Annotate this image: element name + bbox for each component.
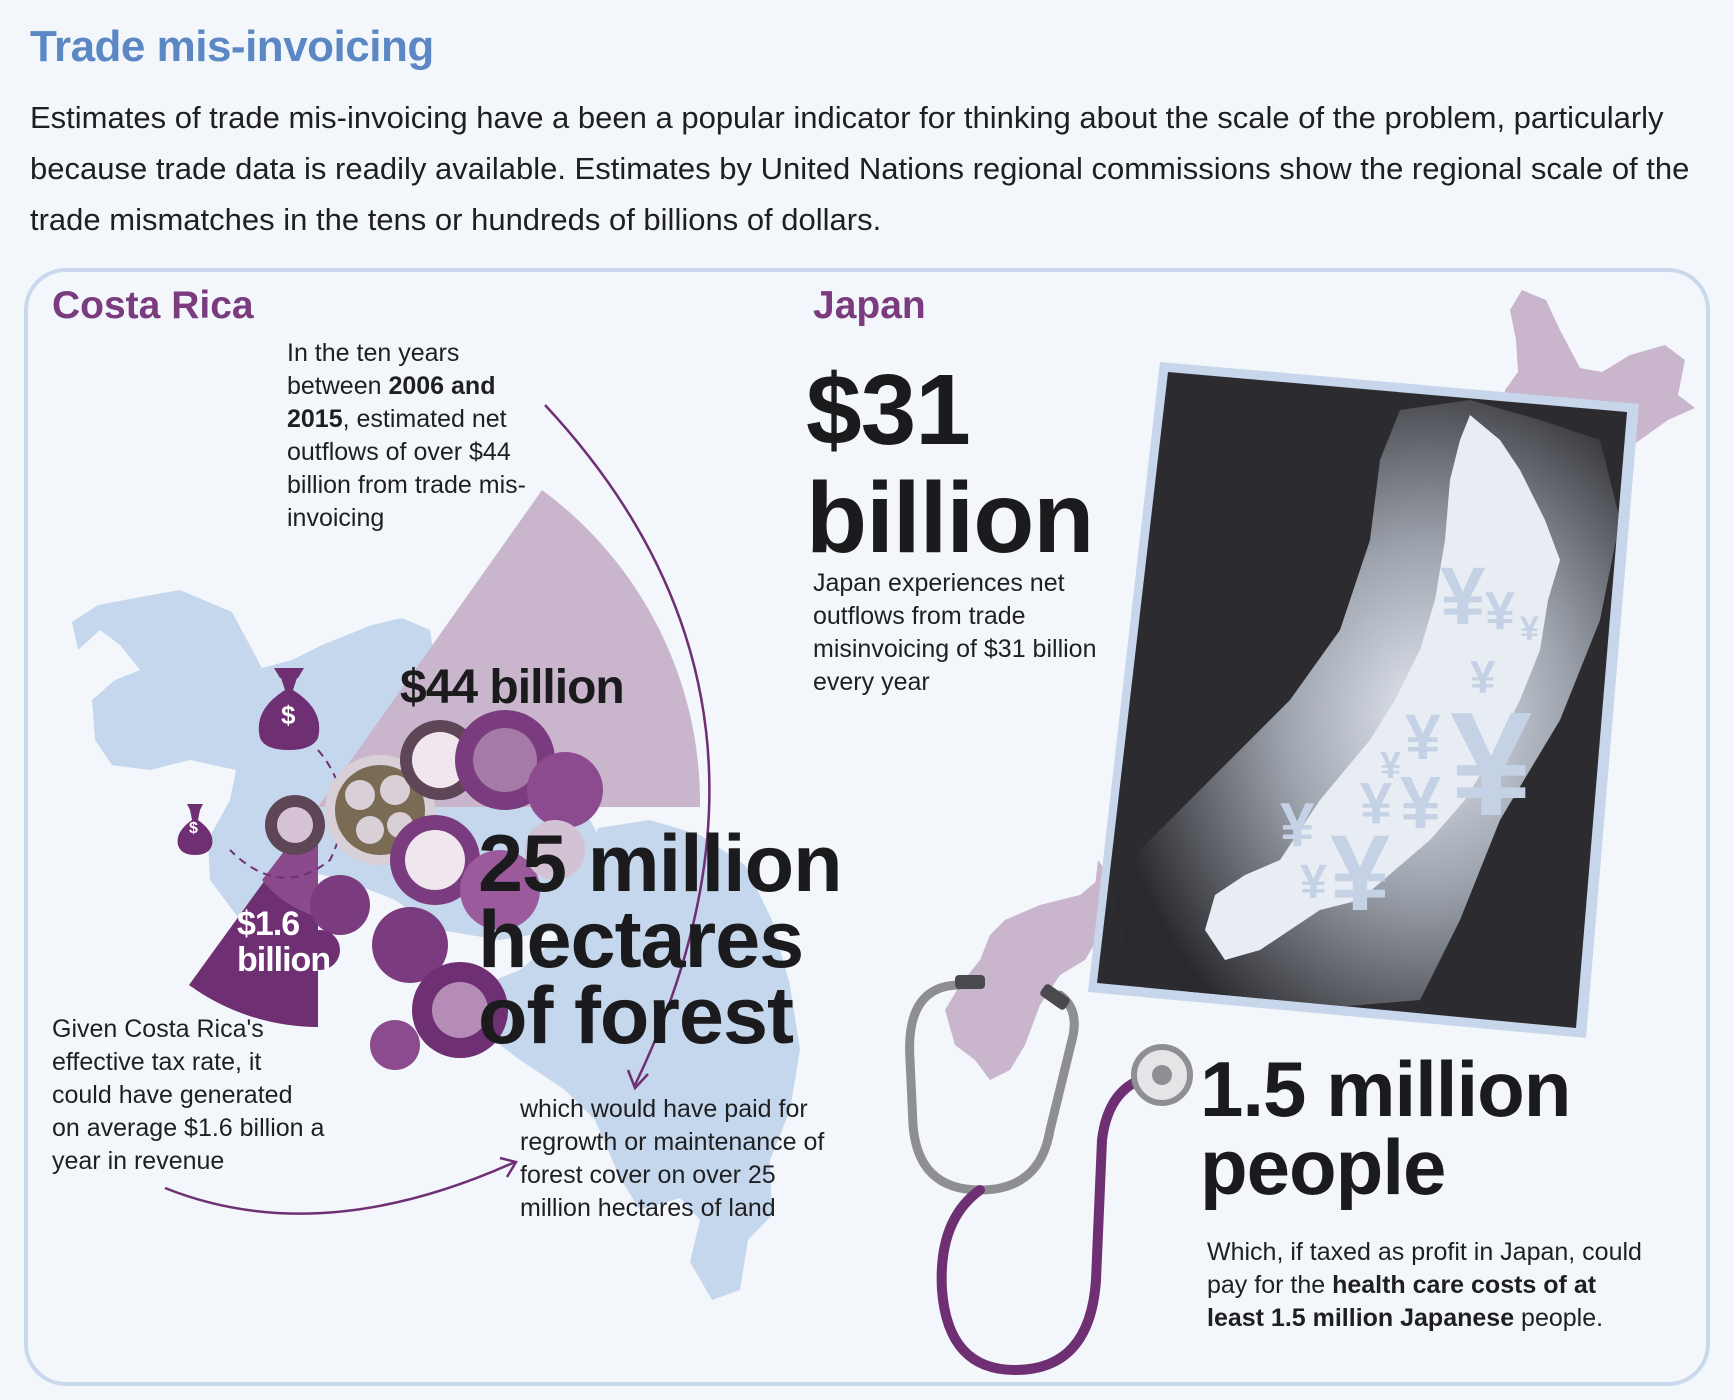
japan-people-note: Which, if taxed as profit in Japan, coul… (1207, 1236, 1647, 1335)
japan-heading: Japan (813, 284, 926, 327)
forest-big-line1: 25 million (478, 819, 843, 909)
japan-big-line1: $31 (806, 354, 971, 466)
outflow-value-label: $44 billion (400, 661, 625, 714)
japan-outflow-big: $31 billion (806, 354, 1094, 574)
yen-icon: ¥ (1300, 856, 1327, 909)
forest-big-line2: hectares (478, 895, 804, 985)
yen-icon: ¥ (1280, 791, 1315, 860)
yen-icon: ¥ (1470, 651, 1496, 703)
costa-rica-land-south (470, 820, 800, 1300)
people-note-text-end: people. (1514, 1304, 1604, 1332)
japan-people-big: 1.5 million people (1200, 1045, 1571, 1211)
arrow-icon (164, 1160, 516, 1215)
japan-big-line2: billion (806, 462, 1094, 574)
yen-icon: ¥ (1485, 581, 1516, 641)
yen-icon: ¥ (1360, 771, 1393, 836)
arrow-icon (544, 404, 711, 1086)
money-bag-icon (258, 668, 320, 750)
japan-outflow-note: Japan experiences net outflows from trad… (813, 569, 1097, 696)
outflow-note-text: In the ten years between (287, 339, 460, 400)
people-note-bold: health care costs of at least 1.5 millio… (1207, 1271, 1597, 1332)
yen-icon: ¥ (1450, 682, 1533, 847)
japan-honshu-land (1205, 415, 1560, 960)
revenue-value-label: $1.6 billion (237, 905, 331, 979)
flower-icon (265, 710, 603, 1070)
forest-big-line3: of forest (478, 971, 794, 1061)
japan-people-line2: people (1200, 1123, 1446, 1211)
money-bag-icon (177, 804, 213, 855)
yen-icon: ¥ (1400, 761, 1442, 844)
tax-note: Given Costa Rica's effective tax rate, i… (52, 1015, 325, 1175)
costa-rica-outflow-note: In the ten years between 2006 and 2015, … (287, 337, 547, 535)
yen-icon: ¥ (1405, 701, 1441, 773)
forest-big-label: 25 million hectares of forest (478, 819, 843, 1061)
yen-icon: ¥ (1380, 745, 1402, 787)
japan-kyushu (945, 880, 1100, 1080)
outflow-note-years: 2006 and 2015 (287, 372, 496, 433)
people-note-text: Which, if taxed as profit in Japan, coul… (1207, 1238, 1642, 1299)
japan-people-line1: 1.5 million (1200, 1045, 1571, 1133)
revenue-value-line1: $1.6 (237, 905, 300, 943)
intro-paragraph: Estimates of trade mis-invoicing have a … (30, 100, 1690, 237)
yen-icon: ¥ (1330, 812, 1391, 933)
outflow-note-text-end: , estimated net outflows of over $44 bil… (287, 405, 526, 532)
stethoscope-icon (905, 975, 1193, 1376)
sector-44-billion (318, 490, 701, 807)
money-bag-symbol: $ (281, 700, 296, 730)
revenue-value-line2: billion (237, 941, 331, 979)
yen-icon: ¥ (1520, 610, 1539, 648)
costa-rica-heading: Costa Rica (52, 284, 254, 327)
page-title: Trade mis-invoicing (30, 22, 434, 71)
forest-note: which would have paid for regrowth or ma… (520, 1095, 825, 1222)
money-bag-symbol-small: $ (189, 820, 198, 837)
yen-icon: ¥ (1440, 551, 1486, 642)
